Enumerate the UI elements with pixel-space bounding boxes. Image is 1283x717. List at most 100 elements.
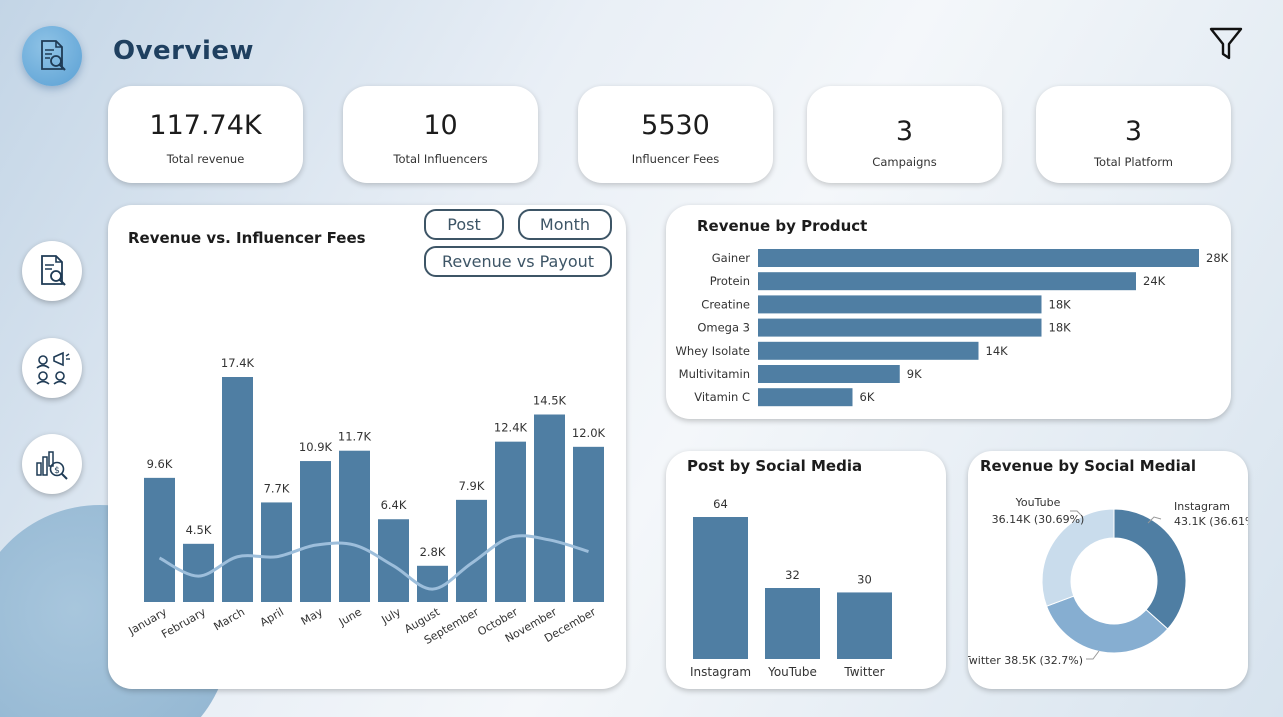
data-label: 32	[785, 568, 800, 582]
data-label: 18K	[1049, 321, 1072, 335]
revenue-vs-payout-button[interactable]: Revenue vs Payout	[424, 246, 612, 277]
revenue-by-product-card: Revenue by Product Gainer 28K Protein 24K Cr…	[666, 205, 1231, 419]
bar-vitamin-c	[758, 388, 853, 407]
kpi-total-platform: 3 Total Platform	[1036, 86, 1231, 183]
chart-title: Revenue by Social Medial	[980, 457, 1197, 475]
bar-twitter	[837, 592, 892, 659]
data-label: 24K	[1143, 274, 1166, 288]
chart-title: Revenue vs. Influencer Fees	[128, 229, 366, 247]
data-label: 30	[857, 572, 872, 586]
post-by-social-card: Post by Social Media 64 Instagram 32 YouTub…	[666, 451, 946, 689]
category-label: Whey Isolate	[676, 344, 750, 358]
data-label: 9.6K	[147, 457, 173, 471]
x-tick-label: July	[378, 605, 403, 627]
data-label: 2.8K	[420, 545, 446, 559]
bar-instagram	[693, 517, 748, 659]
data-label: 11.7K	[338, 430, 372, 444]
bar-september	[456, 499, 487, 602]
x-tick-label: Twitter	[843, 665, 884, 679]
slice-instagram	[1113, 508, 1187, 630]
bar-protein	[758, 272, 1136, 291]
data-label: 12.0K	[572, 426, 606, 440]
x-tick-label: April	[258, 605, 286, 629]
bar-gainer	[758, 249, 1199, 267]
chart-title: Revenue by Product	[697, 217, 868, 235]
category-label: Omega 3	[697, 321, 750, 335]
kpi-campaigns: 3 Campaigns	[807, 86, 1002, 183]
revenue-analytics-icon: $	[36, 451, 68, 480]
data-label: 36.14K (30.69%)	[992, 513, 1085, 526]
report-search-icon	[41, 255, 66, 286]
kpi-label: Total revenue	[166, 152, 245, 166]
bar-december	[573, 446, 604, 602]
bar-march	[222, 377, 253, 602]
slice-youtube	[1041, 508, 1115, 607]
kpi-label: Influencer Fees	[631, 152, 720, 166]
leader-line	[1070, 510, 1084, 518]
data-label: 17.4K	[221, 356, 255, 370]
data-label: 14.5K	[533, 394, 567, 408]
nav-influencer-button[interactable]	[22, 338, 82, 398]
x-tick-label: Instagram	[690, 665, 751, 679]
category-label: Vitamin C	[694, 390, 750, 404]
x-tick-label: May	[299, 605, 326, 628]
filter-icon[interactable]	[1208, 26, 1244, 62]
data-label: 7.7K	[264, 481, 290, 495]
category-label: Protein	[710, 274, 750, 288]
data-label: 64	[713, 497, 728, 511]
data-label: 12.4K	[494, 421, 528, 435]
x-tick-label: YouTube	[767, 665, 817, 679]
bar-august	[417, 565, 448, 602]
kpi-value: 5530	[641, 110, 710, 141]
bar-april	[261, 502, 292, 602]
kpi-label: Total Influencers	[393, 152, 488, 166]
x-tick-label: February	[159, 605, 208, 641]
data-label: Twitter 38.5K (32.7%)	[968, 654, 1083, 667]
data-label: 10.9K	[299, 440, 333, 454]
page-title: Overview	[113, 36, 255, 66]
bar-june	[339, 450, 370, 602]
category-label: Creatine	[701, 297, 750, 311]
data-label: 43.1K (36.61%)	[1174, 515, 1248, 528]
data-label: 14K	[986, 344, 1009, 358]
post-button[interactable]: Post	[424, 209, 504, 240]
kpi-value: 3	[895, 116, 914, 147]
logo-button[interactable]	[22, 26, 82, 86]
data-label: 9K	[907, 367, 922, 381]
bar-january	[144, 477, 175, 602]
category-label: Gainer	[712, 251, 751, 265]
nav-analytics-button[interactable]: $	[22, 434, 82, 494]
month-button[interactable]: Month	[518, 209, 612, 240]
chart-title: Post by Social Media	[687, 457, 863, 475]
kpi-total-revenue: 117.74K Total revenue	[108, 86, 303, 183]
nav-report-button[interactable]	[22, 241, 82, 301]
kpi-influencer-fees: 5530 Influencer Fees	[578, 86, 773, 183]
data-label: 6.4K	[381, 498, 407, 512]
data-label: 7.9K	[459, 479, 485, 493]
monthly-revenue-chart: 9.6KJanuary4.5KFebruary17.4KMarch7.7KApr…	[126, 356, 606, 647]
kpi-label: Campaigns	[872, 155, 937, 169]
post-by-social-chart: 64 Instagram 32 YouTube 30 Twitter	[690, 497, 892, 679]
kpi-value: 3	[1124, 116, 1143, 147]
report-search-icon	[41, 40, 66, 71]
influencer-campaign-icon	[36, 351, 70, 385]
product-revenue-chart: Gainer 28K Protein 24K Creatine 18K Omega 3 18K…	[676, 249, 1229, 407]
x-tick-label: March	[211, 605, 247, 633]
data-label: 28K	[1206, 251, 1229, 265]
data-label: 18K	[1049, 297, 1072, 311]
kpi-value: 117.74K	[149, 110, 262, 141]
data-label: Instagram	[1174, 500, 1230, 513]
kpi-total-influencers: 10 Total Influencers	[343, 86, 538, 183]
data-label: YouTube	[1015, 496, 1061, 509]
kpi-value: 10	[423, 110, 458, 141]
revenue-by-social-card: Revenue by Social Medial Instagram 43.1K …	[968, 451, 1248, 689]
bar-omega-3	[758, 318, 1042, 337]
data-label: 4.5K	[186, 523, 212, 537]
svg-text:$: $	[54, 466, 60, 476]
data-label: 6K	[860, 390, 875, 404]
bar-whey-isolate	[758, 341, 979, 360]
leader-line	[1086, 650, 1100, 660]
bar-multivitamin	[758, 365, 900, 383]
bar-creatine	[758, 295, 1042, 314]
